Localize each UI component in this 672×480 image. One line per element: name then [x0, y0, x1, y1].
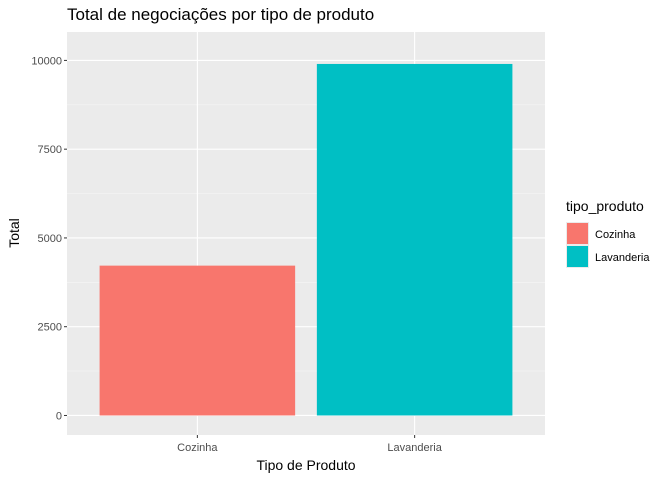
chart-title: Total de negociações por tipo de produto — [67, 5, 374, 24]
y-tick-label: 7500 — [38, 144, 62, 156]
x-axis-title: Tipo de Produto — [256, 457, 355, 473]
x-tick-label: Cozinha — [177, 442, 218, 454]
legend: tipo_produto Cozinha Lavanderia — [566, 198, 650, 268]
legend-key-cozinha — [567, 223, 588, 244]
y-tick-label: 2500 — [38, 322, 62, 334]
legend-label-cozinha: Cozinha — [595, 229, 636, 241]
bar-cozinha — [99, 265, 296, 416]
y-tick-label: 10000 — [31, 55, 62, 67]
x-tick-label: Lavanderia — [387, 442, 442, 454]
legend-label-lavanderia: Lavanderia — [595, 252, 650, 264]
bar-lavanderia — [316, 63, 513, 416]
y-axis: 0 2500 5000 7500 10000 — [31, 55, 67, 422]
y-tick-label: 5000 — [38, 233, 62, 245]
legend-key-lavanderia — [567, 246, 588, 267]
bars — [99, 63, 513, 416]
legend-title: tipo_produto — [566, 198, 644, 214]
x-axis: Cozinha Lavanderia — [177, 435, 443, 454]
y-tick-label: 0 — [56, 410, 62, 422]
y-axis-title: Total — [6, 218, 22, 248]
